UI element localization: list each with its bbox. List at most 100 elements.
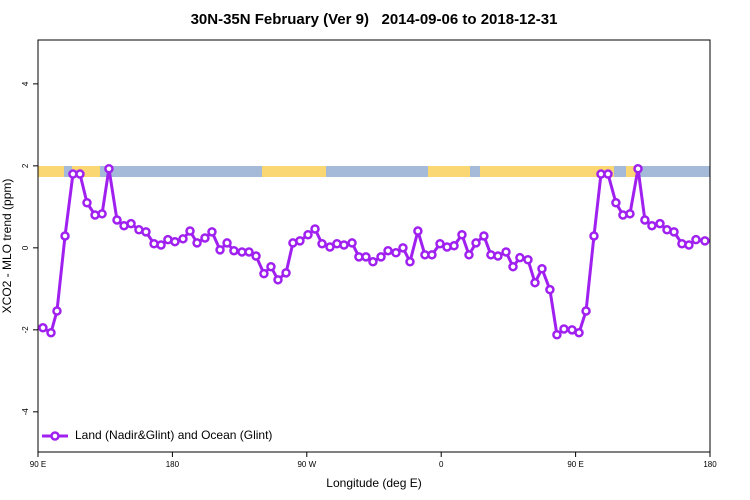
data-point xyxy=(449,241,459,251)
data-point xyxy=(361,252,371,262)
data-point xyxy=(559,324,569,334)
data-point xyxy=(611,198,621,208)
data-point xyxy=(244,247,254,257)
data-point xyxy=(97,209,107,219)
data-point xyxy=(647,220,657,231)
data-point xyxy=(215,245,225,255)
ocean-band xyxy=(38,166,710,177)
data-point xyxy=(405,257,415,267)
data-point xyxy=(310,224,320,234)
x-tick-label: 90 E xyxy=(567,460,583,469)
land-band xyxy=(626,166,636,177)
data-point xyxy=(603,169,613,179)
data-point xyxy=(640,215,650,225)
data-point xyxy=(156,240,166,250)
land-ocean-band xyxy=(38,166,710,177)
data-point xyxy=(471,238,481,248)
data-point xyxy=(523,254,533,265)
data-point xyxy=(251,251,261,261)
data-point xyxy=(669,227,679,237)
data-point xyxy=(347,238,357,248)
y-tick-label: 2 xyxy=(21,163,30,168)
land-band xyxy=(480,166,614,177)
y-tick-label: 4 xyxy=(21,81,30,86)
data-point xyxy=(530,277,540,288)
data-point xyxy=(508,261,518,272)
y-tick-label: 0 xyxy=(21,245,30,250)
data-point xyxy=(435,238,445,249)
data-point xyxy=(413,226,423,236)
data-point xyxy=(38,323,48,333)
data-point xyxy=(376,252,386,262)
data-point xyxy=(222,238,232,248)
data-point xyxy=(170,236,180,247)
x-tick-label: 0 xyxy=(439,460,444,469)
data-point xyxy=(303,229,313,240)
land-band xyxy=(262,166,326,177)
data-point xyxy=(317,238,327,249)
legend-marker xyxy=(50,431,60,441)
data-point xyxy=(391,248,401,258)
legend-label: Land (Nadir&Glint) and Ocean (Glint) xyxy=(75,428,272,442)
data-point xyxy=(700,236,710,246)
y-axis-label: XCO2 - MLO trend (ppm) xyxy=(0,179,14,314)
data-point xyxy=(75,169,85,179)
data-point xyxy=(655,218,665,229)
data-point xyxy=(545,284,555,295)
data-point xyxy=(427,250,437,260)
data-point xyxy=(126,218,136,229)
data-point xyxy=(46,327,56,338)
x-axis-label: Longitude (deg E) xyxy=(326,476,421,490)
data-point xyxy=(501,247,511,257)
data-point xyxy=(398,243,408,253)
data-point xyxy=(691,234,701,245)
data-point xyxy=(273,275,283,285)
series-line xyxy=(42,168,706,338)
data-point xyxy=(368,257,378,267)
data-point xyxy=(383,245,393,256)
land-band xyxy=(428,166,470,177)
data-point xyxy=(281,268,291,278)
data-point xyxy=(457,229,467,240)
data-point xyxy=(515,252,525,263)
plot-frame xyxy=(37,39,711,453)
x-tick-label: 180 xyxy=(703,460,717,469)
data-point xyxy=(259,268,269,279)
data-point xyxy=(141,227,151,237)
land-band xyxy=(72,166,100,177)
data-point xyxy=(589,231,599,241)
data-point xyxy=(207,227,217,237)
data-point xyxy=(266,261,276,272)
x-tick-label: 90 W xyxy=(297,460,316,469)
data-point xyxy=(295,236,305,246)
data-point xyxy=(325,242,335,252)
y-tick-label: -2 xyxy=(21,326,30,334)
data-point xyxy=(633,163,643,174)
data-point xyxy=(581,306,591,316)
data-point xyxy=(229,245,239,256)
data-point xyxy=(479,231,489,241)
data-point xyxy=(192,238,202,248)
data-point xyxy=(200,233,210,243)
data-point xyxy=(493,251,503,261)
data-point xyxy=(178,234,188,244)
y-tick-label: -4 xyxy=(21,408,30,416)
data-point xyxy=(625,209,635,219)
data-point xyxy=(104,163,114,174)
chart-title: 30N-35N February (Ver 9) 2014-09-06 to 2… xyxy=(191,11,558,28)
data-point xyxy=(82,198,92,208)
land-band xyxy=(38,166,64,177)
data-point xyxy=(537,264,547,274)
data-point xyxy=(574,327,584,338)
data-point xyxy=(60,231,70,241)
data-point xyxy=(185,226,195,236)
data-point xyxy=(684,240,694,250)
data-point xyxy=(464,250,474,260)
x-tick-label: 90 E xyxy=(30,460,46,469)
x-tick-label: 180 xyxy=(166,460,180,469)
data-point xyxy=(52,306,62,316)
data-point xyxy=(339,240,349,250)
data-point xyxy=(112,215,122,225)
data-point xyxy=(552,330,562,340)
